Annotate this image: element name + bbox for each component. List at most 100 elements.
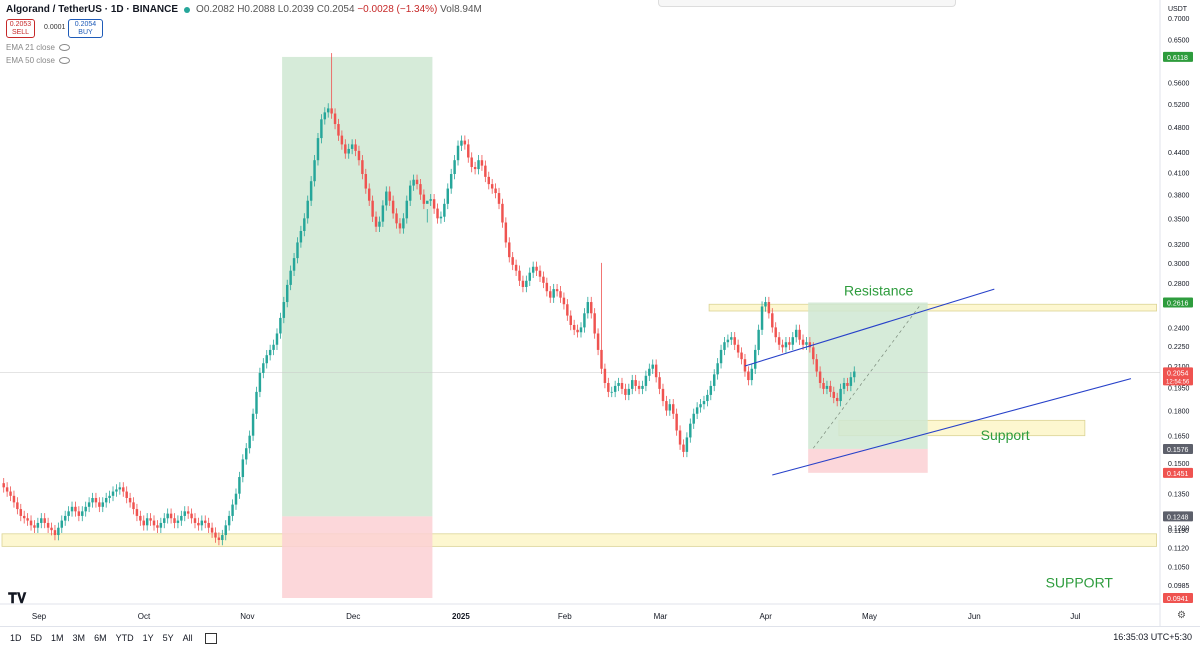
candle-body[interactable] — [453, 160, 456, 175]
candle-body[interactable] — [286, 284, 289, 303]
candle-body[interactable] — [227, 515, 231, 526]
candle-body[interactable] — [57, 527, 60, 536]
candle-body[interactable] — [422, 194, 426, 204]
price-tag[interactable] — [1163, 51, 1193, 62]
candle-body[interactable] — [497, 193, 501, 204]
candle-body[interactable] — [169, 513, 173, 519]
candle-body[interactable] — [593, 313, 596, 334]
candle-body[interactable] — [627, 388, 631, 395]
candle-body[interactable] — [221, 535, 224, 541]
candle-body[interactable] — [579, 327, 583, 333]
candle-body[interactable] — [101, 502, 104, 507]
candle-body[interactable] — [665, 401, 668, 411]
candle-body[interactable] — [16, 502, 19, 510]
candle-body[interactable] — [542, 276, 545, 283]
candle-body[interactable] — [695, 407, 699, 414]
candle-body[interactable] — [132, 502, 135, 510]
candle-body[interactable] — [289, 270, 292, 285]
candle-body[interactable] — [231, 504, 234, 516]
candle-body[interactable] — [549, 291, 552, 298]
candle-body[interactable] — [675, 413, 678, 431]
candle-body[interactable] — [620, 382, 624, 389]
candle-body[interactable] — [204, 520, 207, 523]
candle-body[interactable] — [217, 537, 221, 541]
candle-body[interactable] — [190, 513, 193, 519]
candle-body[interactable] — [794, 329, 798, 338]
candle-body[interactable] — [128, 497, 132, 503]
candle-body[interactable] — [689, 423, 692, 438]
candle-body[interactable] — [791, 337, 795, 345]
candle-body[interactable] — [504, 222, 508, 243]
candle-body[interactable] — [712, 374, 716, 386]
candle-body[interactable] — [22, 515, 26, 519]
tradingview-logo[interactable]: 𝐓𝐕 — [8, 590, 27, 606]
candle-body[interactable] — [740, 352, 743, 360]
candle-body[interactable] — [381, 205, 385, 222]
candle-body[interactable] — [326, 108, 330, 113]
zone-green[interactable] — [808, 302, 928, 449]
candle-body[interactable] — [9, 491, 12, 496]
candle-body[interactable] — [282, 302, 286, 318]
candle-body[interactable] — [50, 527, 53, 531]
candle-body[interactable] — [805, 342, 808, 345]
candle-body[interactable] — [767, 302, 771, 314]
candle-body[interactable] — [552, 289, 555, 298]
candle-body[interactable] — [692, 413, 695, 424]
candle-body[interactable] — [490, 184, 494, 189]
range-button-ytd[interactable]: YTD — [115, 633, 134, 643]
candle-body[interactable] — [26, 518, 29, 521]
candle-body[interactable] — [176, 520, 180, 523]
candle-body[interactable] — [309, 181, 313, 201]
calendar-icon[interactable] — [204, 632, 217, 644]
range-button-1y[interactable]: 1Y — [142, 633, 154, 643]
candle-body[interactable] — [788, 342, 791, 345]
candle-body[interactable] — [125, 491, 128, 498]
candle-body[interactable] — [842, 382, 846, 389]
candle-body[interactable] — [750, 368, 754, 381]
candle-body[interactable] — [798, 329, 801, 340]
candle-body[interactable] — [354, 144, 357, 151]
candle-body[interactable] — [258, 372, 262, 392]
candle-body[interactable] — [238, 477, 241, 494]
candle-body[interactable] — [583, 313, 586, 328]
price-tag[interactable] — [1163, 511, 1193, 522]
candle-body[interactable] — [545, 282, 549, 292]
candle-body[interactable] — [279, 317, 282, 334]
candle-body[interactable] — [501, 203, 504, 223]
candle-body[interactable] — [94, 497, 98, 503]
candle-body[interactable] — [812, 347, 815, 360]
candle-body[interactable] — [115, 489, 118, 492]
candle-body[interactable] — [528, 272, 531, 281]
candle-body[interactable] — [245, 448, 248, 460]
candle-body[interactable] — [566, 304, 569, 316]
candle-body[interactable] — [60, 520, 64, 528]
candle-body[interactable] — [654, 364, 658, 378]
range-button-5y[interactable]: 5Y — [162, 633, 174, 643]
candle-body[interactable] — [333, 113, 337, 125]
candle-body[interactable] — [603, 368, 607, 383]
candle-body[interactable] — [262, 363, 265, 373]
candle-body[interactable] — [265, 355, 268, 364]
candle-body[interactable] — [661, 388, 665, 402]
candle-body[interactable] — [596, 333, 600, 350]
candle-body[interactable] — [224, 525, 227, 536]
candle-body[interactable] — [760, 306, 764, 330]
currency-label[interactable]: USDT — [1168, 6, 1188, 13]
candle-body[interactable] — [699, 404, 702, 408]
candle-body[interactable] — [634, 380, 637, 386]
candle-body[interactable] — [29, 520, 33, 526]
candle-body[interactable] — [514, 264, 518, 271]
candle-body[interactable] — [149, 518, 152, 521]
range-button-3m[interactable]: 3M — [72, 633, 86, 643]
candle-body[interactable] — [108, 495, 111, 498]
candle-body[interactable] — [446, 188, 450, 204]
candle-body[interactable] — [210, 527, 214, 533]
candle-body[interactable] — [835, 397, 839, 402]
candle-body[interactable] — [456, 145, 460, 161]
candle-body[interactable] — [719, 349, 723, 364]
candle-body[interactable] — [631, 380, 634, 389]
candle-body[interactable] — [531, 266, 535, 273]
candle-body[interactable] — [248, 435, 251, 449]
symbol-title[interactable]: Algorand / TetherUS · 1D · BINANCE — [6, 4, 179, 15]
candle-body[interactable] — [67, 511, 70, 516]
